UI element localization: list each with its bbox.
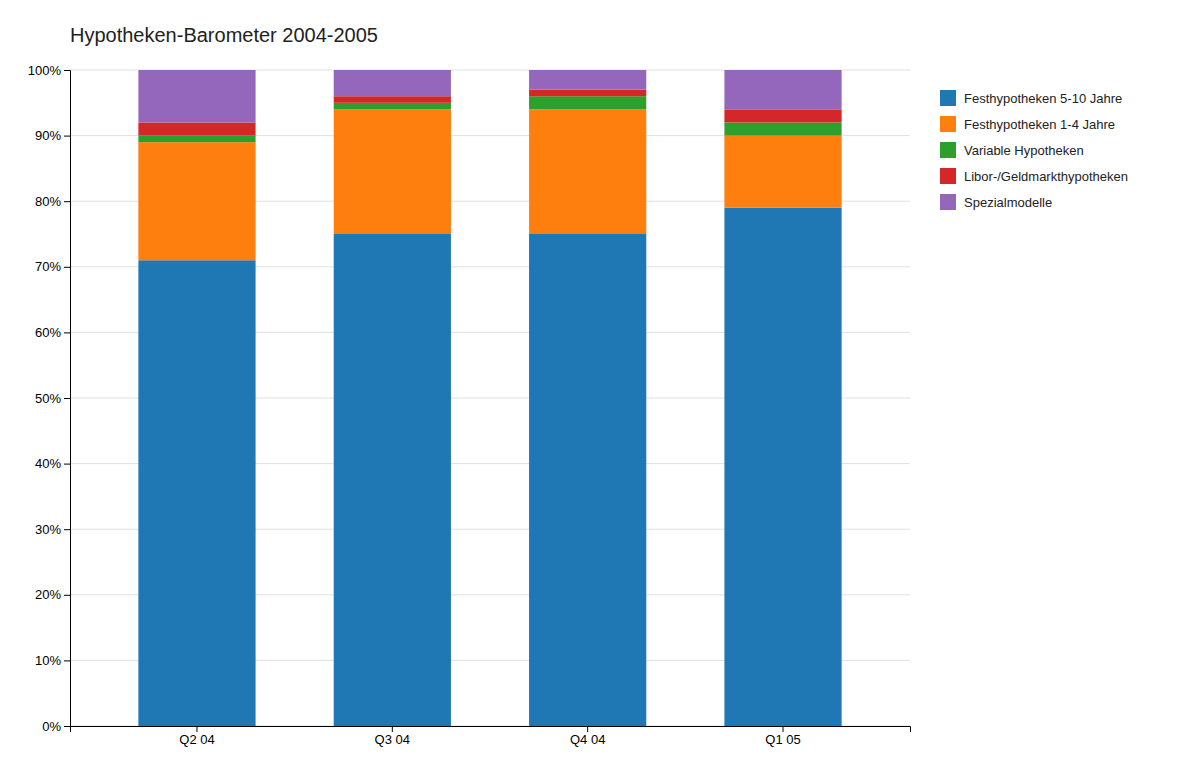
y-tick: 90% [35, 128, 70, 143]
bar [138, 70, 255, 122]
bar [529, 96, 646, 109]
y-tick-label: 20% [35, 587, 61, 602]
y-tick-mark [64, 267, 70, 268]
y-tick-mark [64, 595, 70, 596]
y-tick-mark [64, 529, 70, 530]
x-tick: Q3 04 [375, 726, 410, 747]
bar [529, 90, 646, 97]
y-tick: 30% [35, 522, 70, 537]
bar [138, 122, 255, 135]
y-tick-label: 30% [35, 522, 61, 537]
legend-item: Spezialmodelle [940, 194, 1052, 210]
y-tick-mark [64, 398, 70, 399]
x-tick-mark [587, 726, 588, 732]
legend-item: Festhypotheken 5-10 Jahre [940, 90, 1122, 106]
y-tick-label: 40% [35, 456, 61, 471]
y-tick: 60% [35, 325, 70, 340]
y-tick: 0% [42, 719, 70, 734]
bar [529, 234, 646, 726]
y-tick: 20% [35, 587, 70, 602]
bar [138, 142, 255, 260]
bar [529, 70, 646, 90]
x-tick: Q1 05 [765, 726, 800, 747]
x-tick-mark [196, 726, 197, 732]
legend-swatch [940, 116, 956, 132]
chart: Q2 04 Q3 04 Q4 04 Q1 05 0% 10% 20% 30% 40% 50% 60%… [0, 0, 1200, 776]
y-tick-label: 70% [35, 259, 61, 274]
y-tick-label: 90% [35, 128, 61, 143]
legend: Festhypotheken 5-10 Jahre Festhypotheken … [940, 90, 1128, 210]
y-tick: 70% [35, 259, 70, 274]
x-tick-mark [392, 726, 393, 732]
y-tick: 50% [35, 391, 70, 406]
y-tick-label: 60% [35, 325, 61, 340]
bar [334, 103, 451, 110]
bar [334, 70, 451, 96]
plot: Q2 04 Q3 04 Q4 04 Q1 05 0% 10% 20% 30% 40% 50% 60%… [28, 63, 911, 748]
y-tick-mark [64, 726, 70, 727]
bar [334, 96, 451, 103]
x-tick-label: Q2 04 [179, 732, 214, 747]
x-axis-line [71, 727, 911, 733]
y-tick-label: 10% [35, 653, 61, 668]
legend-label: Festhypotheken 5-10 Jahre [964, 91, 1122, 106]
legend-label: Libor-/Geldmarkthypotheken [964, 169, 1128, 184]
y-tick-mark [64, 70, 70, 71]
y-axis: 0% 10% 20% 30% 40% 50% 60% 70% 80% 90% 100% [28, 63, 71, 734]
title: Hypotheken-Barometer 2004-2005 [70, 24, 378, 46]
y-tick-label: 100% [28, 63, 62, 78]
x-tick-label: Q1 05 [765, 732, 800, 747]
legend-swatch [940, 90, 956, 106]
y-tick-label: 0% [42, 719, 61, 734]
legend-label: Variable Hypotheken [964, 143, 1084, 158]
y-tick-mark [64, 201, 70, 202]
bar [724, 208, 841, 726]
bar-series [138, 208, 841, 726]
bars [138, 70, 841, 726]
y-tick-mark [64, 136, 70, 137]
x-tick: Q4 04 [570, 726, 605, 747]
bar [334, 109, 451, 234]
x-tick-label: Q4 04 [570, 732, 605, 747]
x-tick-mark [783, 726, 784, 732]
bar-series [138, 109, 841, 260]
bar [724, 109, 841, 122]
bar [334, 234, 451, 726]
bar [724, 136, 841, 208]
bar [138, 136, 255, 143]
legend-item: Variable Hypotheken [940, 142, 1084, 158]
bar [529, 109, 646, 234]
y-tick-label: 50% [35, 391, 61, 406]
bar-series [138, 70, 841, 122]
y-tick: 100% [28, 63, 70, 78]
legend-swatch [940, 168, 956, 184]
y-tick: 80% [35, 194, 70, 209]
bar [138, 260, 255, 726]
legend-label: Spezialmodelle [964, 195, 1052, 210]
y-tick-mark [64, 332, 70, 333]
y-tick: 40% [35, 456, 70, 471]
legend-item: Libor-/Geldmarkthypotheken [940, 168, 1128, 184]
x-tick: Q2 04 [179, 726, 214, 747]
grid [70, 70, 910, 726]
x-tick-label: Q3 04 [375, 732, 410, 747]
y-axis-line [64, 71, 71, 727]
legend-swatch [940, 142, 956, 158]
legend-label: Festhypotheken 1-4 Jahre [964, 117, 1115, 132]
y-tick-mark [64, 660, 70, 661]
bar [724, 70, 841, 109]
legend-swatch [940, 194, 956, 210]
bar [724, 122, 841, 135]
legend-item: Festhypotheken 1-4 Jahre [940, 116, 1115, 132]
y-tick: 10% [35, 653, 70, 668]
y-tick-mark [64, 464, 70, 465]
x-axis: Q2 04 Q3 04 Q4 04 Q1 05 [71, 726, 911, 747]
y-tick-label: 80% [35, 194, 61, 209]
